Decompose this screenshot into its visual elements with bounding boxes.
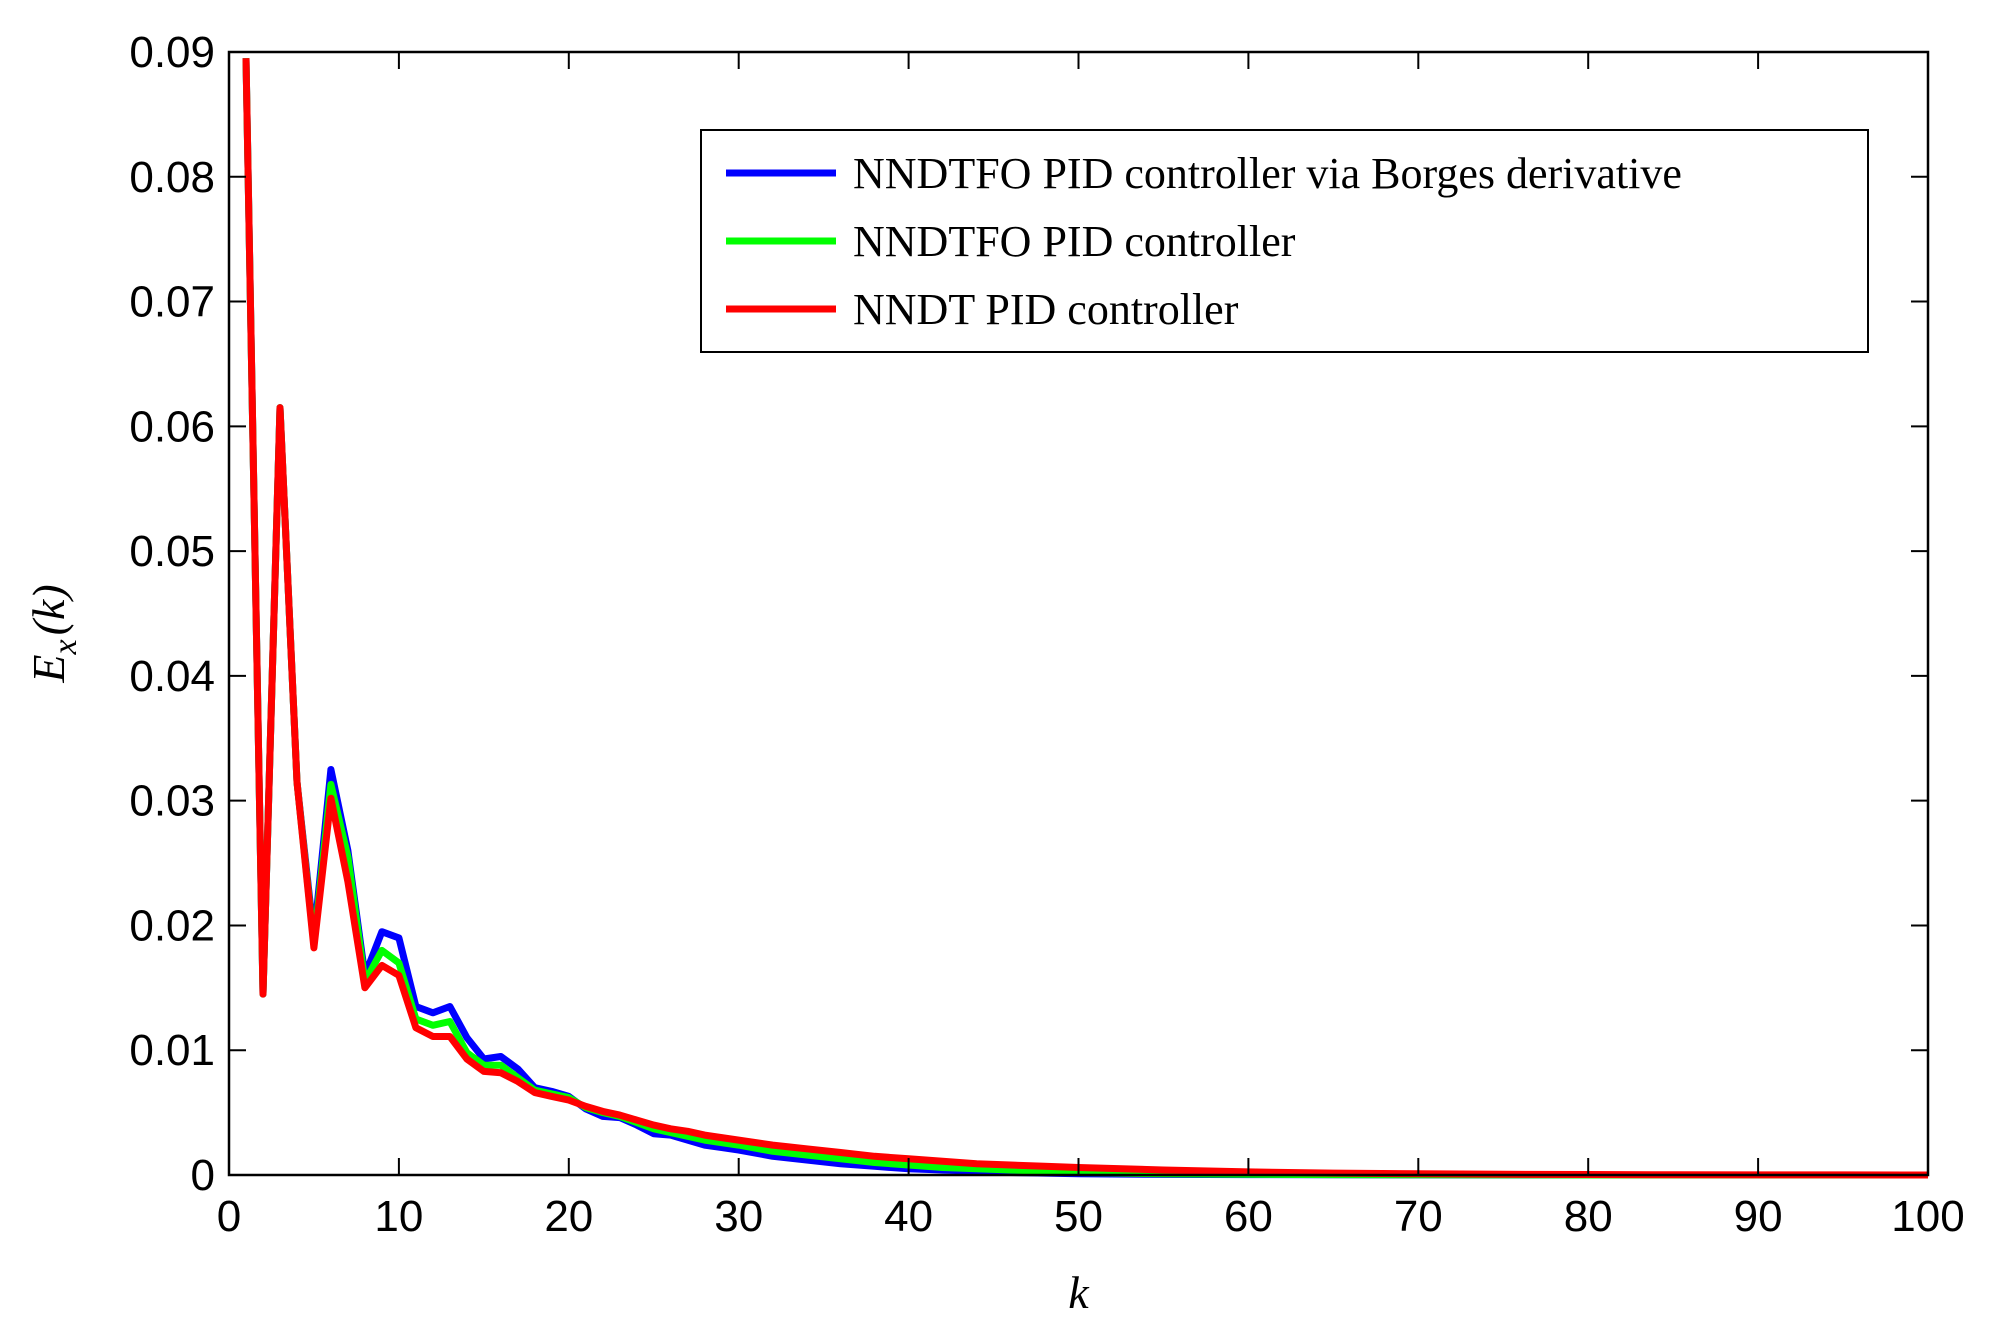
- x-tick-label: 70: [1394, 1192, 1443, 1241]
- series-line-3: [242, 58, 1929, 1179]
- x-axis-label: k: [1068, 1267, 1090, 1318]
- y-tick-label: 0: [191, 1151, 215, 1200]
- y-axis-label-subscript: x: [47, 639, 84, 655]
- svg-text:Ex(k): Ex (k): [23, 584, 84, 683]
- legend-label-2: NNDTFO PID controller: [853, 217, 1296, 266]
- y-tick-label: 0.07: [129, 278, 215, 327]
- x-tick-label: 50: [1054, 1192, 1103, 1241]
- x-tick-label: 0: [217, 1192, 241, 1241]
- y-axis-label-main: E: [23, 655, 74, 684]
- legend-box: [700, 129, 1869, 353]
- y-tick-labels: 0 0.01 0.02 0.03 0.04 0.05 0.06 0.07 0.08 0.09: [129, 28, 215, 1200]
- x-tick-label: 100: [1891, 1192, 1964, 1241]
- y-tick-label: 0.04: [129, 652, 215, 701]
- x-tick-label: 10: [374, 1192, 423, 1241]
- legend: NNDTFO PID controller via Borges derivat…: [700, 129, 1869, 353]
- legend-label-1: NNDTFO PID controller via Borges derivat…: [853, 149, 1682, 198]
- x-tick-label: 80: [1564, 1192, 1613, 1241]
- y-axis-label-argument: (k): [23, 584, 74, 635]
- x-tick-label: 60: [1224, 1192, 1273, 1241]
- y-tick-label: 0.03: [129, 777, 215, 826]
- y-tick-label: 0.02: [129, 901, 215, 950]
- y-axis-label: Ex (k): [23, 584, 84, 683]
- y-tick-label: 0.08: [129, 153, 215, 202]
- x-tick-label: 40: [884, 1192, 933, 1241]
- x-tick-label: 90: [1734, 1192, 1783, 1241]
- x-tick-label: 30: [714, 1192, 763, 1241]
- y-tick-label: 0.01: [129, 1026, 215, 1075]
- y-tick-label: 0.05: [129, 527, 215, 576]
- y-tick-label: 0.09: [129, 28, 215, 77]
- x-tick-labels: 0 10 20 30 40 50 60 70 80 90 100: [217, 1192, 1965, 1241]
- y-tick-label: 0.06: [129, 402, 215, 451]
- x-tick-label: 20: [544, 1192, 593, 1241]
- legend-label-3: NNDT PID controller: [853, 285, 1239, 334]
- legend-entries: NNDTFO PID controller via Borges derivat…: [726, 149, 1682, 334]
- ticks-layer: [228, 51, 1929, 1176]
